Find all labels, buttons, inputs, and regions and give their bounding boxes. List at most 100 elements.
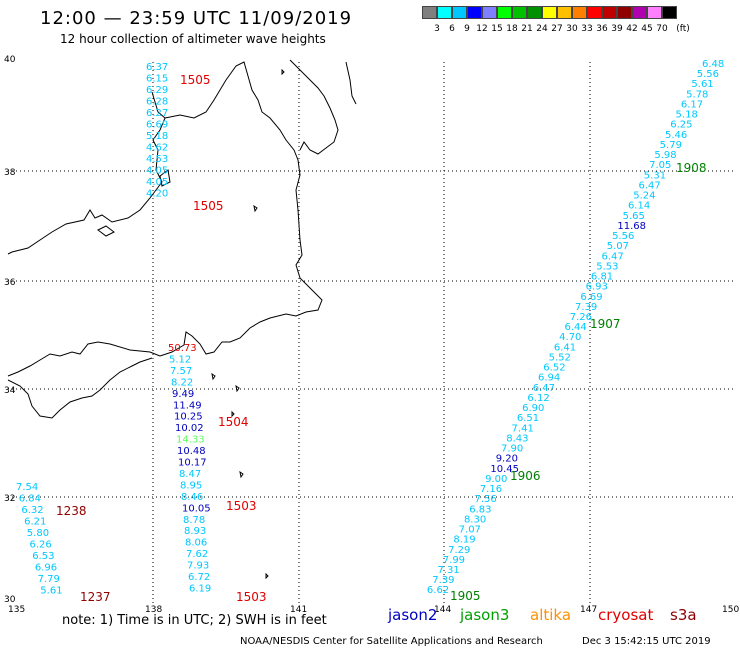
satellite-legend-altika: altika bbox=[530, 606, 572, 624]
wave-height-value: 7.29 bbox=[448, 545, 470, 556]
longitude-label: 141 bbox=[290, 605, 307, 615]
wave-height-value: 7.57 bbox=[170, 366, 192, 377]
wave-height-value: 6.41 bbox=[554, 342, 576, 353]
wave-height-value: 5.56 bbox=[697, 69, 719, 80]
color-scale-swatch bbox=[527, 6, 542, 19]
pass-time-label: 1504 bbox=[218, 415, 249, 429]
wave-height-value: 4.53 bbox=[146, 154, 168, 165]
latitude-label: 38 bbox=[4, 168, 16, 178]
wave-height-value: 5.61 bbox=[691, 79, 713, 90]
color-scale-swatch bbox=[647, 6, 662, 19]
color-scale-swatch bbox=[557, 6, 572, 19]
generated-timestamp: Dec 3 15:42:15 UTC 2019 bbox=[582, 636, 711, 647]
latitude-label: 32 bbox=[4, 494, 15, 504]
wave-height-value: 6.62 bbox=[427, 585, 449, 596]
wave-height-value: 8.95 bbox=[180, 480, 202, 491]
pass-time-label: 1503 bbox=[226, 499, 257, 513]
wave-height-value: 8.06 bbox=[185, 538, 207, 549]
color-scale-swatch bbox=[437, 6, 452, 19]
wave-height-value: 7.93 bbox=[187, 561, 209, 572]
wave-height-value: 5.98 bbox=[654, 150, 676, 161]
wave-height-value: 10.48 bbox=[177, 446, 206, 457]
color-scale-swatch bbox=[422, 6, 437, 19]
wave-height-value: 6.37 bbox=[146, 62, 168, 73]
wave-height-value: 10.02 bbox=[175, 423, 204, 434]
color-scale-swatch bbox=[572, 6, 587, 19]
color-scale-swatch bbox=[587, 6, 602, 19]
color-scale-label: 9 bbox=[464, 24, 470, 34]
wave-height-value: 6.69 bbox=[146, 120, 168, 131]
pass-time-label: 1908 bbox=[676, 161, 707, 175]
color-scale-label: 36 bbox=[596, 24, 608, 34]
longitude-label: 144 bbox=[434, 605, 451, 615]
wave-height-value: 6.83 bbox=[469, 504, 491, 515]
wave-height-value: 11.49 bbox=[173, 400, 202, 411]
wave-height-value: 14.33 bbox=[176, 435, 205, 446]
wave-height-value: 10.25 bbox=[174, 412, 203, 423]
wave-height-value: 6.72 bbox=[188, 572, 210, 583]
wave-height-value: 6.26 bbox=[30, 540, 52, 551]
color-scale-label: 45 bbox=[641, 24, 653, 34]
pass-time-label: 1505 bbox=[193, 199, 224, 213]
wave-height-value: 5.80 bbox=[27, 528, 49, 539]
wave-height-value: 7.79 bbox=[38, 574, 60, 585]
japan-coastline bbox=[7, 59, 357, 580]
color-scale-swatch bbox=[542, 6, 557, 19]
wave-height-value: 7.05 bbox=[649, 160, 671, 171]
wave-height-value: 6.15 bbox=[146, 74, 168, 85]
color-scale-swatch bbox=[602, 6, 617, 19]
longitude-label: 147 bbox=[580, 605, 597, 615]
color-scale-label: 15 bbox=[491, 24, 503, 34]
wave-height-value: 6.84 bbox=[19, 494, 41, 505]
color-scale-label: 3 bbox=[434, 24, 440, 34]
wave-height-value: 7.56 bbox=[475, 494, 497, 505]
color-scale-swatch bbox=[632, 6, 647, 19]
lat-lon-grid bbox=[8, 62, 735, 605]
color-scale-unit: (ft) bbox=[676, 24, 690, 34]
satellite-legend-cryosat: cryosat bbox=[598, 606, 654, 624]
footnote: note: 1) Time is in UTC; 2) SWH is in fe… bbox=[62, 613, 327, 628]
wave-height-value: 8.78 bbox=[183, 515, 205, 526]
wave-height-value: 7.54 bbox=[16, 482, 38, 493]
wave-height-value: 8.30 bbox=[464, 514, 486, 525]
wave-height-value: 5.12 bbox=[169, 354, 191, 365]
satellite-legend-jason3: jason3 bbox=[460, 606, 510, 624]
wave-height-value: 6.94 bbox=[538, 373, 560, 384]
wave-height-value: 7.31 bbox=[438, 565, 460, 576]
wave-height-value: 8.46 bbox=[181, 492, 203, 503]
color-scale-label: 12 bbox=[476, 24, 488, 34]
latitude-label: 36 bbox=[4, 278, 16, 288]
color-scale-label: 39 bbox=[611, 24, 623, 34]
wave-height-value: 5.78 bbox=[686, 89, 708, 100]
wave-height-value: 5.65 bbox=[623, 211, 645, 222]
color-scale-label: 6 bbox=[449, 24, 455, 34]
wave-height-value: 4.05 bbox=[146, 166, 168, 177]
color-scale-label: 24 bbox=[536, 24, 548, 34]
wave-height-value: 7.39 bbox=[432, 575, 454, 586]
color-scale-label: 18 bbox=[506, 24, 518, 34]
wave-height-value: 5.18 bbox=[676, 110, 698, 121]
wave-height-value: 11.68 bbox=[617, 221, 646, 232]
latitude-label: 40 bbox=[4, 55, 16, 65]
color-scale-swatch bbox=[617, 6, 632, 19]
wave-height-value: 5.07 bbox=[607, 241, 629, 252]
wave-height-value: 6.44 bbox=[564, 322, 586, 333]
wave-height-value: 8.22 bbox=[171, 377, 193, 388]
wave-height-value: 6.69 bbox=[580, 292, 602, 303]
wave-height-value: 6.48 bbox=[702, 59, 724, 70]
satellite-legend-jason2: jason2 bbox=[388, 606, 438, 624]
wave-height-value: 8.43 bbox=[506, 433, 528, 444]
satellite-legend-s3a: s3a bbox=[670, 606, 697, 624]
color-scale-label: 27 bbox=[551, 24, 563, 34]
wave-height-value: 10.05 bbox=[182, 503, 211, 514]
wave-height-value: 7.16 bbox=[480, 484, 502, 495]
pass-time-label: 1906 bbox=[510, 469, 541, 483]
wave-height-value: 4.20 bbox=[146, 189, 168, 200]
wave-height-value: 5.53 bbox=[596, 261, 618, 272]
map-subtitle: 12 hour collection of altimeter wave hei… bbox=[60, 32, 326, 46]
wave-height-value: 6.51 bbox=[517, 413, 539, 424]
wave-height-value: 6.52 bbox=[543, 363, 565, 374]
wave-height-value: 8.19 bbox=[453, 535, 475, 546]
wave-height-value: 6.93 bbox=[586, 282, 608, 293]
